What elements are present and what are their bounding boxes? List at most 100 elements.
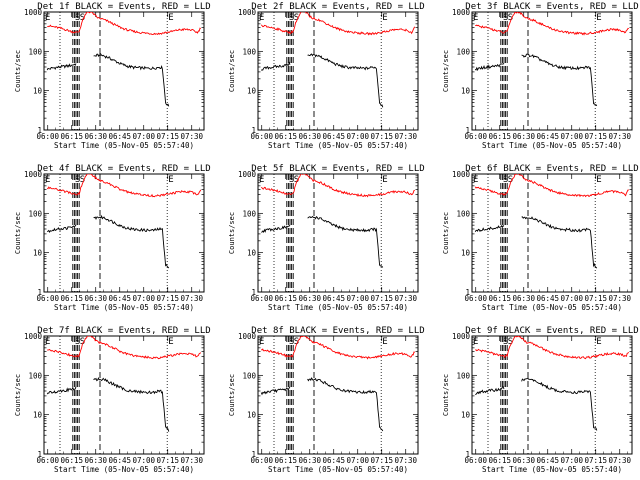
x-tick-label: 06:00: [250, 132, 273, 141]
plot-frame: [471, 11, 633, 131]
saa-marker: S: [289, 13, 294, 23]
y-tick-label: 10: [461, 87, 471, 96]
plot-frame: [257, 173, 419, 293]
plot-frame: [43, 173, 205, 293]
x-tick-label: 07:00: [132, 294, 155, 303]
x-tick-label: 07:30: [608, 132, 631, 141]
saa-marker: S: [503, 13, 508, 23]
x-tick-label: 06:15: [60, 132, 83, 141]
event-marker: E: [45, 13, 50, 23]
x-tick-label: 07:15: [584, 294, 607, 303]
y-axis-label: Counts/sec: [228, 50, 236, 92]
saa-marker: S: [503, 337, 508, 347]
x-tick-label: 07:30: [180, 456, 203, 465]
panel-title: Det 9f BLACK = Events, RED = LLD: [465, 326, 638, 336]
x-tick-label: 06:45: [108, 294, 131, 303]
x-axis-label: Start Time (05-Nov-05 05:57:40): [482, 303, 622, 312]
event-marker: E: [382, 13, 387, 23]
event-marker: E: [168, 337, 173, 347]
x-tick-label: 06:30: [512, 456, 535, 465]
x-tick-label: 06:30: [298, 294, 321, 303]
x-tick-label: 06:00: [36, 294, 59, 303]
y-tick-label: 10: [461, 411, 471, 420]
plot-frame: [471, 173, 633, 293]
y-tick-label: 1: [251, 126, 256, 135]
x-tick-label: 06:30: [298, 132, 321, 141]
lld-series-line: [475, 12, 629, 36]
x-tick-label: 07:30: [394, 132, 417, 141]
panel-title: Det 5f BLACK = Events, RED = LLD: [251, 164, 424, 174]
panel-title: Det 7f BLACK = Events, RED = LLD: [37, 326, 210, 336]
y-axis-label: Counts/sec: [442, 212, 450, 254]
panel-title: Det 4f BLACK = Events, RED = LLD: [37, 164, 210, 174]
y-tick-label: 100: [456, 209, 470, 218]
x-tick-label: 06:45: [536, 132, 559, 141]
event-marker: E: [596, 337, 601, 347]
x-tick-label: 06:15: [274, 456, 297, 465]
x-tick-label: 07:15: [370, 294, 393, 303]
lld-series-line: [475, 336, 630, 360]
x-axis-label: Start Time (05-Nov-05 05:57:40): [54, 141, 194, 150]
y-tick-label: 1: [37, 450, 42, 459]
y-tick-label: 1000: [238, 332, 257, 341]
saa-marker: S: [508, 175, 513, 185]
x-tick-label: 07:30: [394, 294, 417, 303]
y-tick-label: 1: [465, 288, 470, 297]
saa-marker: S: [503, 175, 508, 185]
y-tick-label: 10: [247, 411, 257, 420]
saa-marker: S: [289, 175, 294, 185]
y-axis-label: Counts/sec: [14, 50, 22, 92]
x-tick-label: 07:15: [370, 132, 393, 141]
y-tick-label: 10: [461, 249, 471, 258]
panel-3f: Det 3f BLACK = Events, RED = LLD 1 10 100 10…: [442, 2, 639, 150]
y-axis-label: Counts/sec: [228, 212, 236, 254]
y-tick-label: 100: [456, 47, 470, 56]
x-tick-label: 06:30: [298, 456, 321, 465]
events-series-line: [260, 53, 384, 108]
x-tick-label: 06:45: [536, 294, 559, 303]
y-tick-label: 100: [28, 47, 42, 56]
x-tick-label: 06:15: [488, 132, 511, 141]
lld-series-line: [260, 336, 415, 360]
panel-6f: Det 6f BLACK = Events, RED = LLD 1 10 100 10…: [442, 164, 639, 312]
saa-marker: S: [80, 13, 85, 23]
saa-marker: S: [80, 175, 85, 185]
lld-series-line: [260, 174, 415, 198]
x-axis-label: Start Time (05-Nov-05 05:57:40): [268, 465, 408, 474]
x-tick-label: 06:45: [108, 456, 131, 465]
x-tick-label: 07:15: [156, 456, 179, 465]
x-tick-label: 06:45: [108, 132, 131, 141]
saa-marker: S: [75, 13, 80, 23]
panel-title: Det 8f BLACK = Events, RED = LLD: [251, 326, 424, 336]
events-series-line: [46, 214, 170, 269]
events-series-line: [474, 216, 598, 269]
event-marker: E: [596, 13, 601, 23]
event-marker: E: [259, 175, 264, 185]
events-series-line: [260, 377, 384, 432]
event-marker: E: [45, 337, 50, 347]
plot-frame: [257, 335, 419, 455]
event-marker: E: [382, 337, 387, 347]
x-axis-label: Start Time (05-Nov-05 05:57:40): [268, 303, 408, 312]
y-tick-label: 1: [465, 126, 470, 135]
x-tick-label: 06:15: [60, 456, 83, 465]
plot-frame: [471, 335, 633, 455]
x-tick-label: 06:15: [488, 456, 511, 465]
y-tick-label: 1000: [238, 170, 257, 179]
y-tick-label: 1: [251, 450, 256, 459]
x-tick-label: 06:15: [274, 132, 297, 141]
panel-7f: Det 7f BLACK = Events, RED = LLD 1 10 100 10…: [14, 326, 211, 474]
x-tick-label: 07:15: [156, 294, 179, 303]
x-tick-label: 06:30: [84, 294, 107, 303]
y-tick-label: 100: [28, 209, 42, 218]
lld-series-line: [47, 12, 202, 36]
x-tick-label: 07:00: [132, 456, 155, 465]
y-tick-label: 100: [242, 371, 256, 380]
x-tick-label: 06:30: [512, 132, 535, 141]
panel-9f: Det 9f BLACK = Events, RED = LLD 1 10 100 10…: [442, 326, 639, 474]
y-tick-label: 10: [247, 249, 257, 258]
panel-title: Det 2f BLACK = Events, RED = LLD: [251, 2, 424, 12]
panel-5f: Det 5f BLACK = Events, RED = LLD 1 10 100 10…: [228, 164, 425, 312]
event-marker: E: [382, 175, 387, 185]
y-tick-label: 10: [33, 411, 43, 420]
